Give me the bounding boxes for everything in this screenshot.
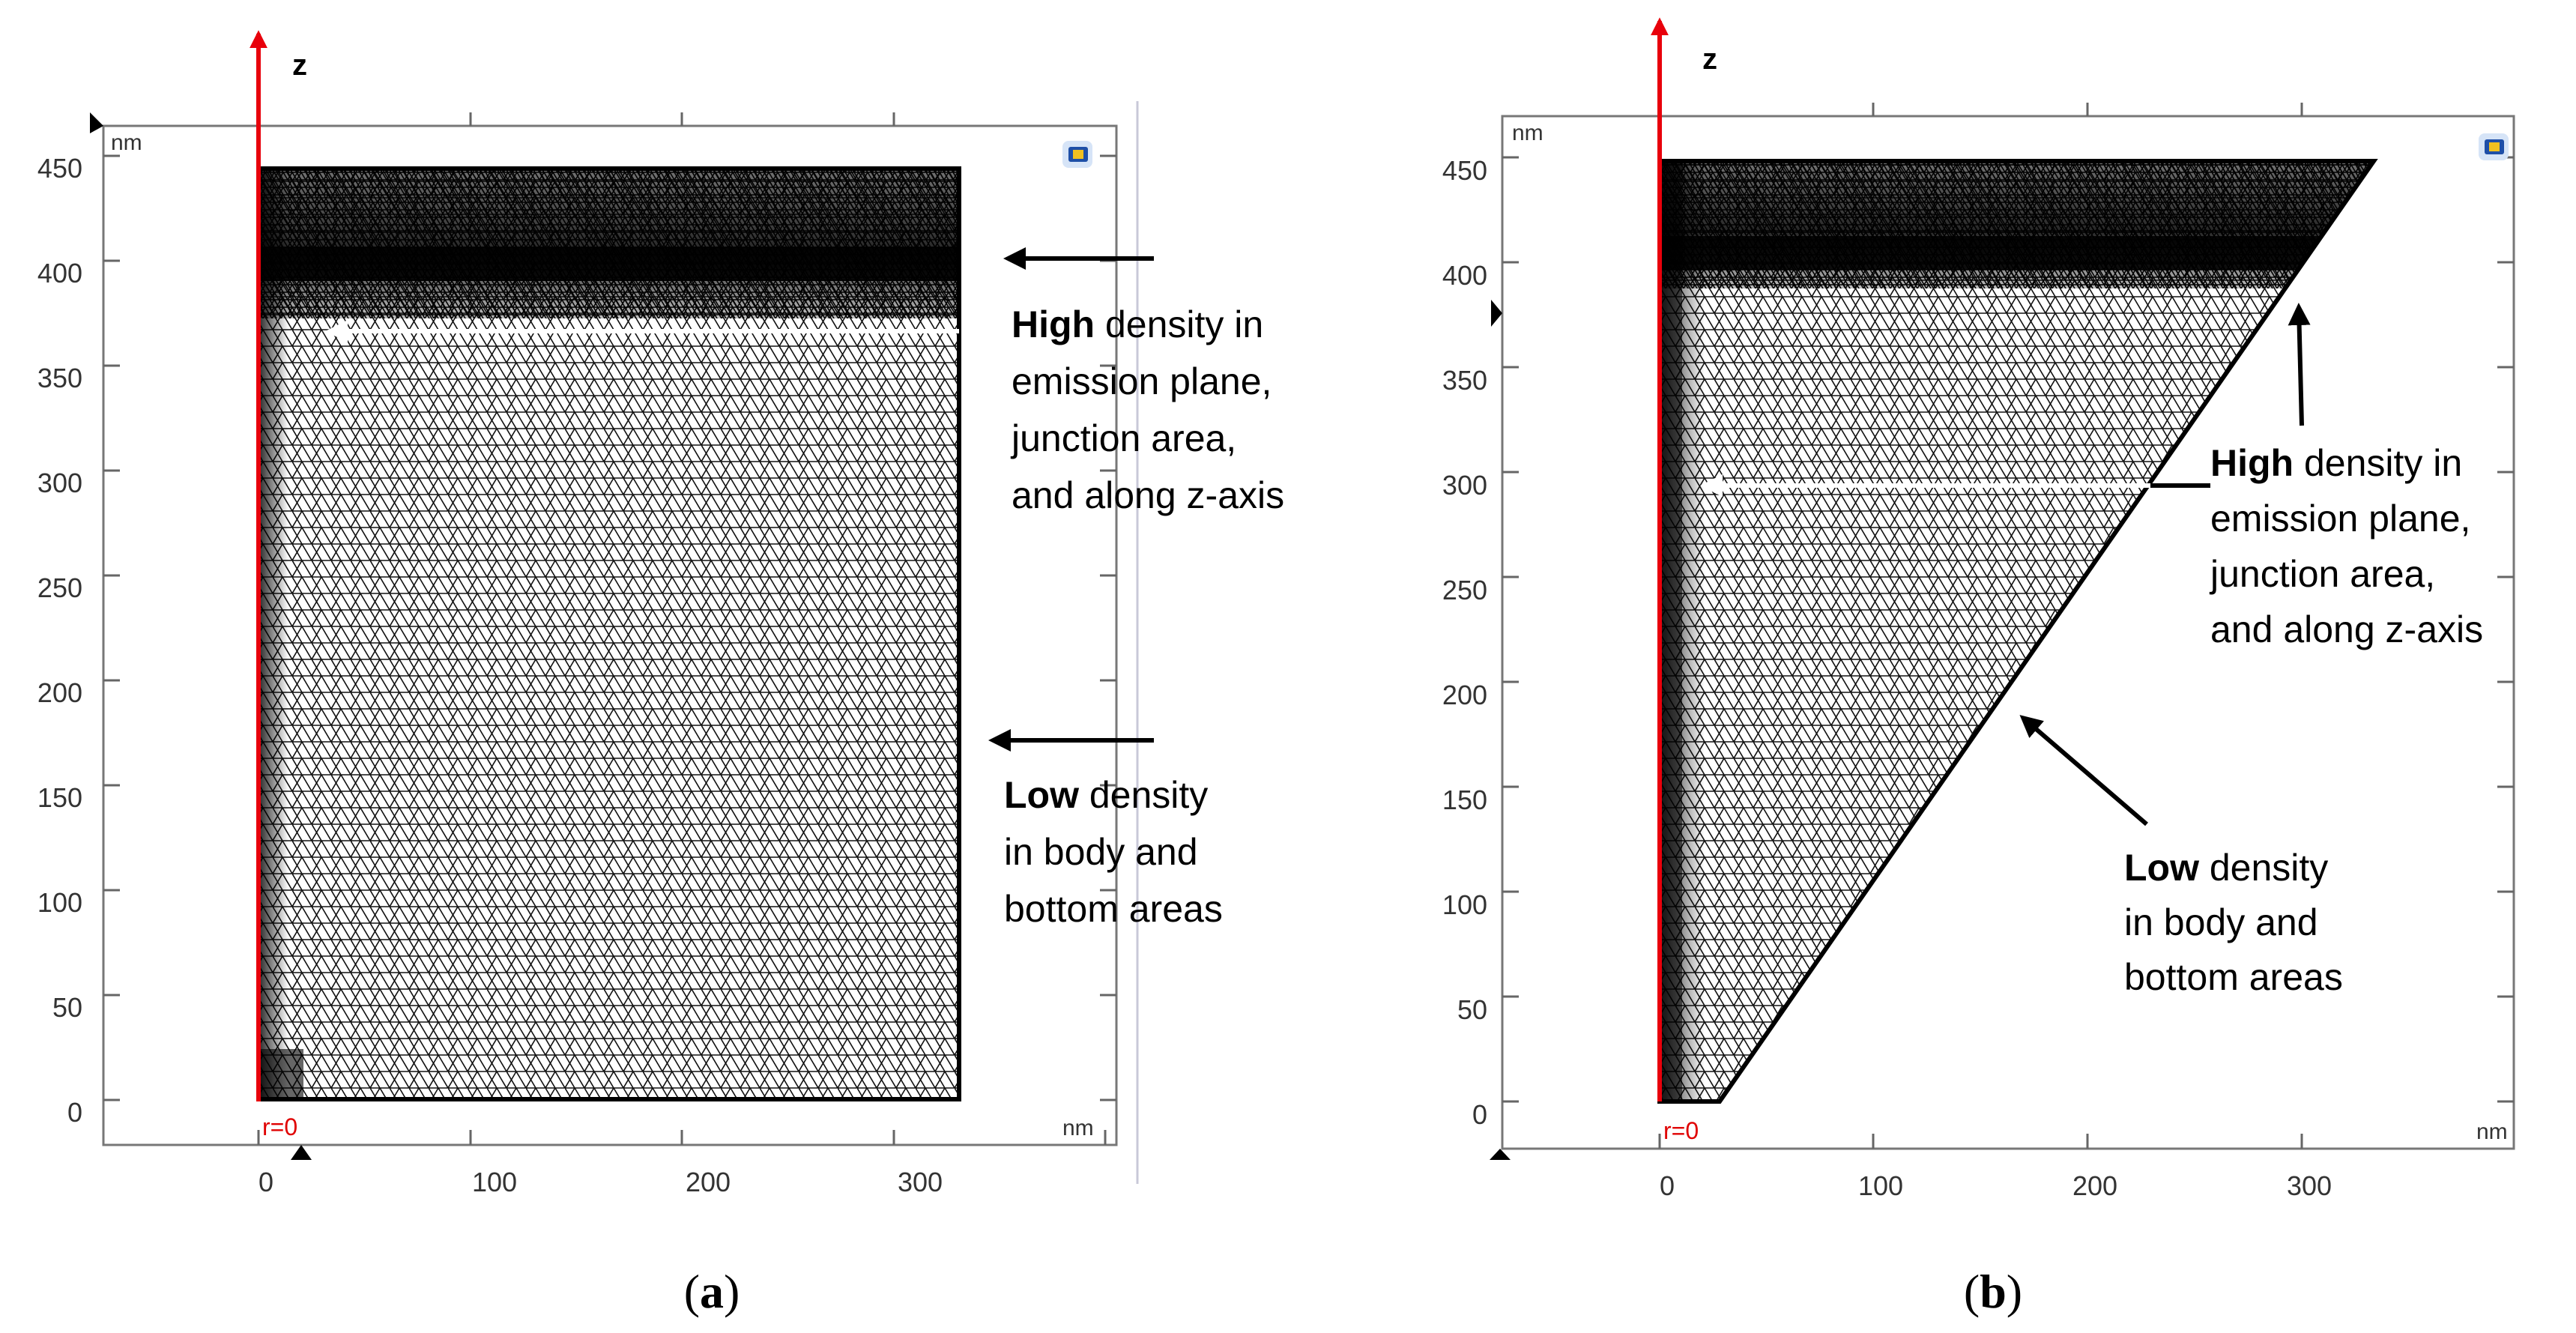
origin-label-a: r=0 [262,1113,297,1140]
x-tick-label: 300 [2287,1170,2332,1201]
x-tick-label: 0 [1660,1170,1675,1201]
y-tick-label: 150 [37,782,82,813]
y-tick-label: 250 [1442,575,1487,605]
x-tick-label: 100 [472,1167,517,1197]
high-density-annotation-a: High density in emission plane, junction… [1010,303,1284,516]
plot-frame-b [1501,115,2515,1150]
y-tick-label: 250 [37,572,82,603]
y-tick-label: 200 [37,677,82,708]
panel-caption-a: (a) [684,1265,740,1318]
origin-label-b: r=0 [1663,1117,1699,1144]
unit-label-top-a: nm [111,130,142,155]
plot-frame-a [102,124,1118,1146]
z-axis-label-a: z [292,49,307,82]
y-tick-label: 450 [37,153,82,184]
y-tick-label: 50 [52,992,82,1023]
y-tick-label: 0 [67,1097,82,1128]
panel-caption-b: (b) [1964,1265,2022,1318]
low-density-annotation-b: Low density in body and bottom areas [2124,847,2343,998]
comsol-logo-icon [2479,133,2509,160]
y-tick-label: 300 [37,468,82,498]
y-tick-label: 450 [1442,155,1487,186]
y-tick-label: 0 [1472,1099,1487,1130]
z-axis-label-b: z [1702,43,1717,76]
x-tick-label: 200 [2072,1170,2117,1201]
x-tick-label: 100 [1858,1170,1903,1201]
panel-a: 0 50 100 150 200 250 300 350 400 450 0 1… [37,30,1284,1318]
low-density-annotation-a: Low density in body and bottom areas [1004,774,1223,930]
x-tick-label: 300 [898,1167,943,1197]
y-tick-marks-b [1502,103,2514,1149]
panel-b: 0 50 100 150 200 250 300 350 400 450 0 1… [1442,17,2515,1318]
unit-label-right-b: nm [2476,1119,2508,1144]
y-tick-label: 100 [1442,889,1487,920]
arrow-high-density-black-b [2288,303,2311,426]
y-tick-label: 400 [1442,260,1487,291]
x-tick-label: 0 [258,1167,273,1197]
y-tick-label: 350 [37,363,82,393]
mesh-region-a [256,166,961,1101]
bottom-marker-icon [291,1145,312,1160]
x-tick-labels-b: 0 100 200 300 [1660,1170,2332,1201]
y-tick-label: 300 [1442,470,1487,501]
y-tick-label: 350 [1442,365,1487,396]
x-tick-label: 200 [686,1167,731,1197]
y-tick-label: 200 [1442,680,1487,710]
y-tick-labels-a: 0 50 100 150 200 250 300 350 400 450 [37,153,82,1128]
comsol-logo-icon [1062,141,1092,168]
y-tick-label: 50 [1457,994,1487,1025]
x-tick-labels-a: 0 100 200 300 [258,1167,943,1197]
y-tick-label: 150 [1442,785,1487,815]
y-tick-labels-b: 0 50 100 150 200 250 300 350 400 450 [1442,155,1487,1130]
unit-label-right-a: nm [1062,1116,1094,1140]
arrow-low-density-b [2019,715,2148,826]
corner-marker-icon [90,112,103,133]
bottom-marker-icon [1490,1149,1511,1160]
side-marker-icon [1491,300,1502,327]
high-density-annotation-b: High density in emission plane, junction… [2209,442,2483,650]
y-tick-label: 400 [37,258,82,288]
unit-label-top-b: nm [1512,121,1544,145]
y-tick-label: 100 [37,887,82,918]
y-tick-marks-a [103,112,1116,1145]
